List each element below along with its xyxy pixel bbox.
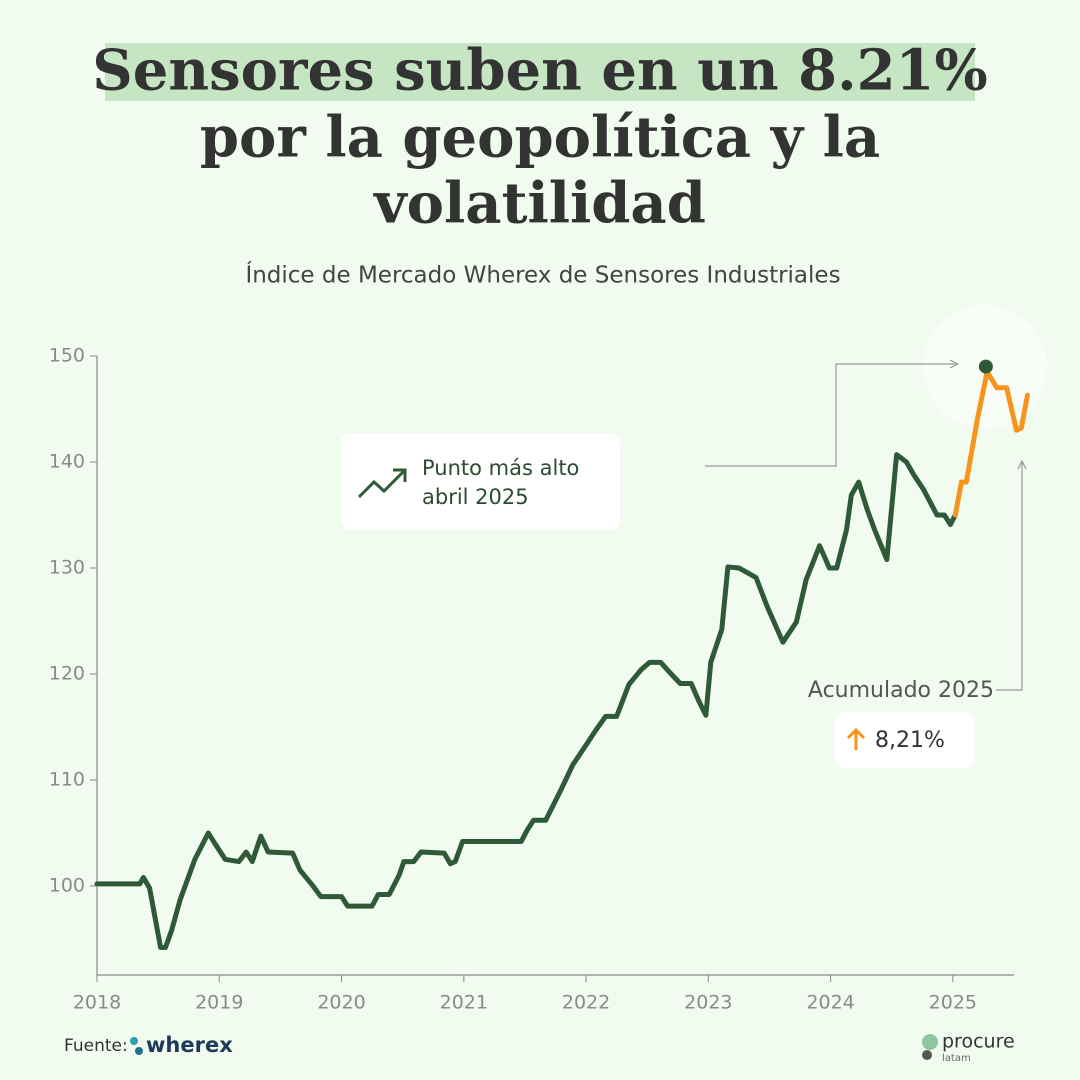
accumulated-value: 8,21% (875, 728, 945, 753)
x-tick-label: 2018 (73, 992, 121, 1014)
logo-icon (135, 1047, 143, 1055)
x-tick-label: 2025 (929, 992, 977, 1014)
source-label: Fuente: (64, 1036, 128, 1056)
y-tick-label: 140 (49, 450, 85, 472)
annotation-text: abril 2025 (422, 485, 529, 509)
y-tick-label: 100 (49, 874, 85, 896)
logo-icon (922, 1050, 932, 1060)
callout-line (705, 363, 956, 467)
up-icon (846, 727, 866, 750)
x-tick-label: 2022 (562, 992, 610, 1014)
annotation-box (341, 433, 620, 530)
y-tick-label: 110 (49, 768, 85, 790)
logo-icon (130, 1037, 138, 1045)
series-line (94, 452, 958, 950)
peak-point (978, 359, 993, 374)
brand: procure (942, 1031, 1015, 1053)
callout-arrow (1017, 459, 1027, 470)
x-tick-label: 2024 (806, 992, 854, 1014)
accumulated-label: Acumulado 2025 (808, 678, 994, 703)
y-tick-label: 120 (49, 662, 85, 684)
y-tick-label: 150 (49, 345, 85, 367)
x-tick-label: 2023 (684, 992, 732, 1014)
x-tick-label: 2021 (440, 992, 488, 1014)
chart-title: volatilidad (372, 171, 706, 237)
x-tick-label: 2019 (195, 992, 243, 1014)
brand-sub: latam (942, 1053, 971, 1064)
x-tick-label: 2020 (317, 992, 365, 1014)
chart-title: por la geopolítica y la (200, 105, 880, 171)
trend-icon (357, 468, 407, 499)
y-tick-label: 130 (49, 556, 85, 578)
logo-icon (922, 1034, 938, 1050)
subtitle: Índice de Mercado Wherex de Sensores Ind… (245, 261, 840, 289)
source-logo: wherex (146, 1033, 233, 1057)
callout-arrow (949, 359, 960, 369)
title-highlight (105, 43, 975, 101)
chart-title: Sensores suben en un 8.21% (92, 38, 987, 104)
annotation-text: Punto más alto (422, 456, 579, 480)
callout-line (996, 462, 1023, 691)
accumulated-box (835, 712, 975, 768)
series-line (952, 369, 1030, 518)
